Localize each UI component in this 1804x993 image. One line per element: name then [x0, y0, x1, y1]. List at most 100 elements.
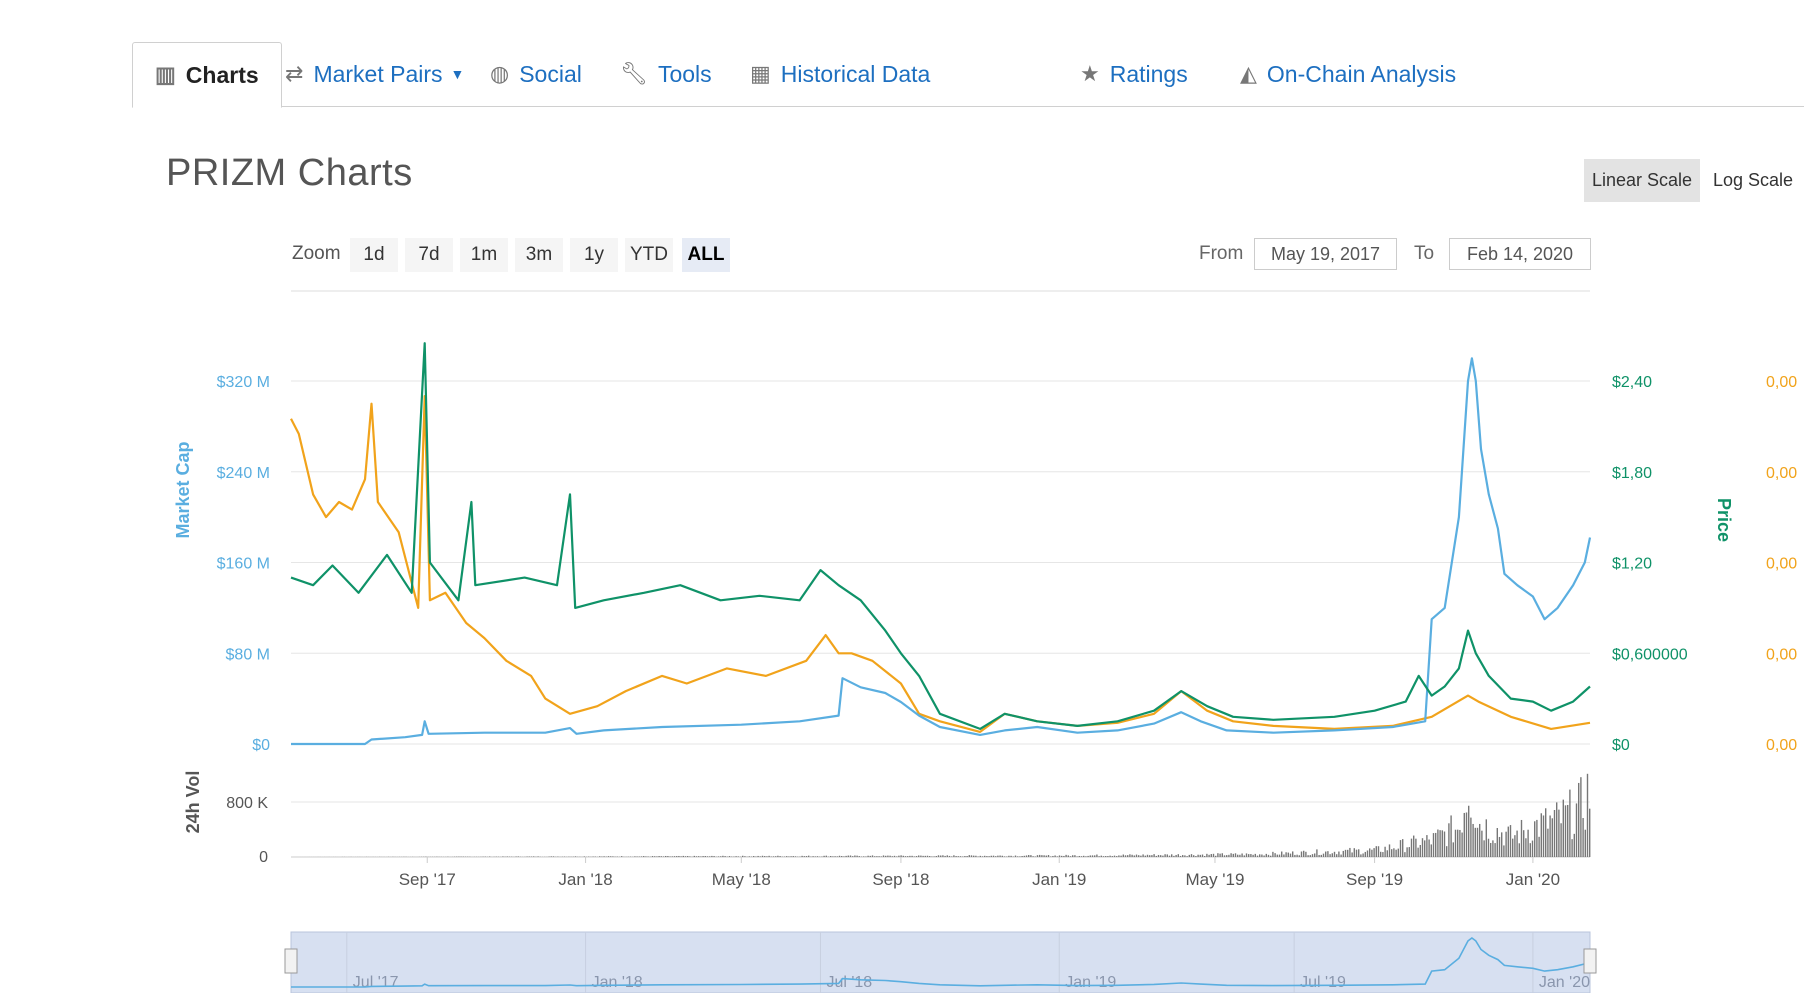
tab-ratings[interactable]: ★ Ratings — [1080, 42, 1188, 106]
volume-bar — [1459, 829, 1461, 857]
volume-bar — [1487, 838, 1490, 857]
volume-bar — [1448, 823, 1450, 857]
volume-bar — [913, 856, 915, 857]
volume-bar — [1274, 853, 1276, 857]
navigator-left-handle[interactable] — [284, 948, 298, 974]
tab-tools[interactable]: 🔧︎ Tools — [620, 42, 712, 106]
to-date-input[interactable]: Feb 14, 2020 — [1449, 238, 1591, 270]
bar-chart-icon: ▥ — [155, 62, 176, 87]
market-cap-tick-label: $160 M — [217, 556, 270, 573]
volume-bar — [537, 856, 539, 857]
volume-bar — [1485, 819, 1487, 857]
wrench-icon: 🔧︎ — [620, 61, 648, 86]
volume-bar — [944, 855, 946, 857]
volume-bar — [1285, 852, 1287, 857]
volume-bar — [1329, 854, 1331, 857]
volume-bar — [1523, 830, 1525, 857]
volume-bar — [1008, 855, 1010, 857]
market-cap-tick-label: $80 M — [226, 646, 270, 663]
volume-bar — [1452, 842, 1454, 857]
volume-bar — [1362, 853, 1364, 857]
tab-on-chain-analysis[interactable]: ◭ On-Chain Analysis — [1240, 42, 1456, 106]
tab-label: Social — [519, 60, 582, 87]
volume-bar — [583, 856, 585, 857]
zoom-7d-button[interactable]: 7d — [405, 238, 453, 272]
volume-bar — [1325, 851, 1327, 857]
volume-bar — [1270, 855, 1272, 857]
tab-market-pairs[interactable]: ⇄ Market Pairs ▼ — [285, 42, 464, 106]
volume-bar — [1069, 856, 1072, 857]
x-tick-label: Sep '19 — [1346, 870, 1403, 889]
zoom-ytd-button[interactable]: YTD — [625, 238, 673, 272]
volume-bar — [997, 855, 999, 857]
volume-bar — [1157, 854, 1160, 857]
volume-bar — [1058, 855, 1061, 857]
volume-bar — [1465, 812, 1468, 857]
volume-bar — [1241, 853, 1243, 857]
zoom-3m-button[interactable]: 3m — [515, 238, 563, 272]
volume-bar — [1571, 839, 1573, 857]
volume-bar — [1030, 855, 1032, 857]
volume-bar — [999, 855, 1001, 857]
price-tick-label: $0 — [1612, 737, 1630, 754]
volume-bar — [1314, 853, 1316, 857]
volume-bar — [964, 856, 966, 857]
to-label: To — [1414, 243, 1435, 264]
volume-bar — [1021, 856, 1023, 857]
volume-bar — [1311, 854, 1314, 857]
volume-bar — [1437, 829, 1439, 857]
volume-bar — [1017, 856, 1019, 857]
third-axis-tick-label: 0,00 — [1766, 465, 1797, 482]
volume-bar — [1043, 855, 1045, 857]
tab-label: Charts — [185, 61, 259, 88]
volume-bar — [766, 856, 768, 857]
volume-bar — [1217, 853, 1219, 857]
navigator-right-handle[interactable] — [1583, 948, 1597, 974]
volume-bar — [1417, 847, 1419, 857]
volume-bar — [1199, 854, 1201, 857]
tab-social[interactable]: ◍ Social — [490, 42, 582, 106]
volume-bar — [1096, 854, 1098, 857]
navigator-series-line — [291, 937, 1591, 988]
volume-bar — [1091, 855, 1094, 857]
volume-bar — [1151, 855, 1153, 857]
tab-charts[interactable]: ▥ Charts — [132, 42, 282, 108]
volume-bar — [1245, 853, 1248, 857]
from-date-input[interactable]: May 19, 2017 — [1254, 238, 1397, 270]
volume-bar — [1252, 854, 1254, 857]
log-scale-button[interactable]: Log Scale — [1713, 170, 1794, 190]
volume-bar — [788, 856, 790, 857]
volume-bar — [992, 855, 995, 857]
volume-bar — [1105, 856, 1107, 857]
volume-bar — [852, 856, 854, 857]
volume-bar — [1111, 856, 1113, 857]
volume-bar — [1003, 856, 1006, 857]
volume-bar — [1019, 856, 1021, 857]
volume-bar — [660, 856, 662, 857]
third-series-line — [290, 395, 1591, 733]
tab-historical-data[interactable]: ▦ Historical Data — [750, 42, 930, 106]
navigator-tick-label: Jan '20 — [1539, 974, 1590, 991]
volume-bar — [970, 855, 973, 857]
volume-bar — [1316, 849, 1318, 857]
linear-scale-button[interactable]: Linear Scale — [1584, 159, 1701, 202]
x-tick-label: Sep '18 — [872, 870, 929, 889]
volume-bar — [761, 855, 764, 857]
volume-bar — [933, 856, 935, 857]
zoom-all-button[interactable]: ALL — [682, 238, 730, 272]
zoom-1m-button[interactable]: 1m — [460, 238, 508, 272]
volume-bar — [1382, 852, 1384, 857]
volume-bar — [1380, 851, 1382, 857]
volume-bar — [603, 856, 605, 857]
volume-bar — [1294, 854, 1296, 857]
volume-bar — [937, 855, 940, 857]
volume-bar — [1237, 854, 1239, 857]
volume-bar — [1041, 855, 1043, 857]
volume-bar — [1175, 854, 1177, 857]
zoom-1y-button[interactable]: 1y — [570, 238, 618, 272]
volume-bar — [946, 855, 948, 857]
volume-bar — [517, 856, 519, 857]
volume-bar — [1243, 855, 1245, 857]
zoom-1d-button[interactable]: 1d — [350, 238, 398, 272]
